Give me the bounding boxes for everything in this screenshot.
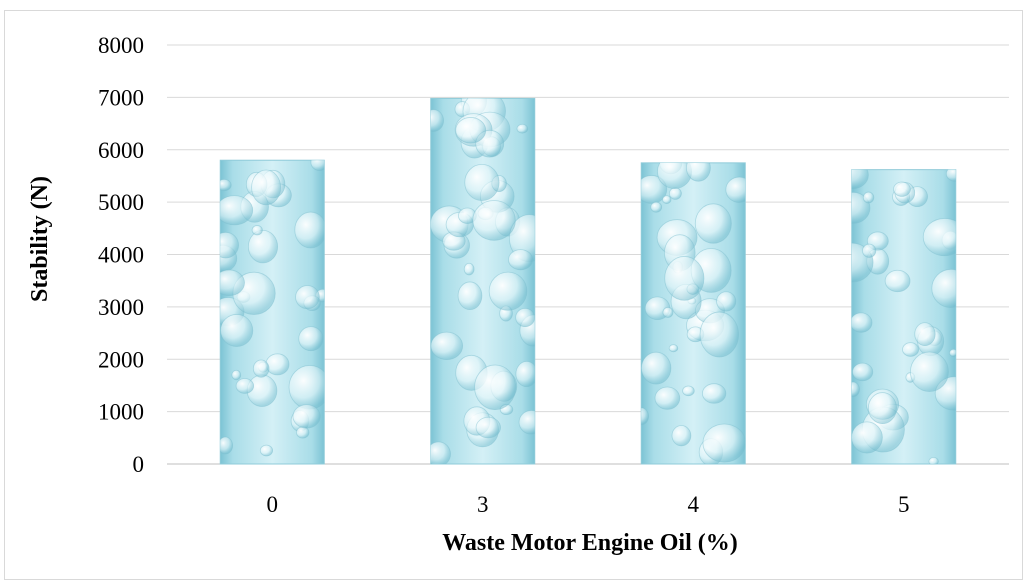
bar-0-texture bbox=[220, 160, 325, 457]
y-tick-label: 2000 bbox=[98, 347, 144, 372]
axes: 0 1000 2000 3000 4000 5000 6000 7000 8000 0 3 4 5 bbox=[98, 33, 910, 517]
bar-chart: 0 1000 2000 3000 4000 5000 6000 7000 8000 0 3 4 5 St… bbox=[27, 33, 1009, 556]
x-axis-title: Waste Motor Engine Oil (%) bbox=[442, 530, 738, 556]
x-tick-label: 5 bbox=[898, 492, 910, 517]
bar-3 bbox=[430, 97, 536, 465]
y-tick-label: 7000 bbox=[98, 85, 144, 110]
bar-5 bbox=[851, 169, 957, 465]
bar-4 bbox=[640, 162, 746, 465]
chart-frame: 0 1000 2000 3000 4000 5000 6000 7000 8000 0 3 4 5 St… bbox=[4, 10, 1023, 580]
bar-0 bbox=[219, 159, 325, 465]
y-axis-title: Stability (N) bbox=[27, 176, 53, 302]
y-tick-label: 0 bbox=[133, 452, 145, 477]
y-tick-label: 1000 bbox=[98, 400, 144, 425]
y-tick-label: 5000 bbox=[98, 190, 144, 215]
bars bbox=[219, 97, 957, 465]
bar-4-texture bbox=[641, 162, 746, 464]
x-tick-label: 0 bbox=[267, 492, 279, 517]
y-tick-label: 4000 bbox=[98, 243, 144, 268]
bar-5-texture bbox=[851, 169, 956, 464]
y-tick-label: 8000 bbox=[98, 33, 144, 58]
bar-3-texture bbox=[430, 98, 535, 465]
y-tick-label: 6000 bbox=[98, 138, 144, 163]
x-tick-label: 3 bbox=[477, 492, 489, 517]
y-tick-label: 3000 bbox=[98, 295, 144, 320]
x-tick-label: 4 bbox=[688, 492, 700, 517]
